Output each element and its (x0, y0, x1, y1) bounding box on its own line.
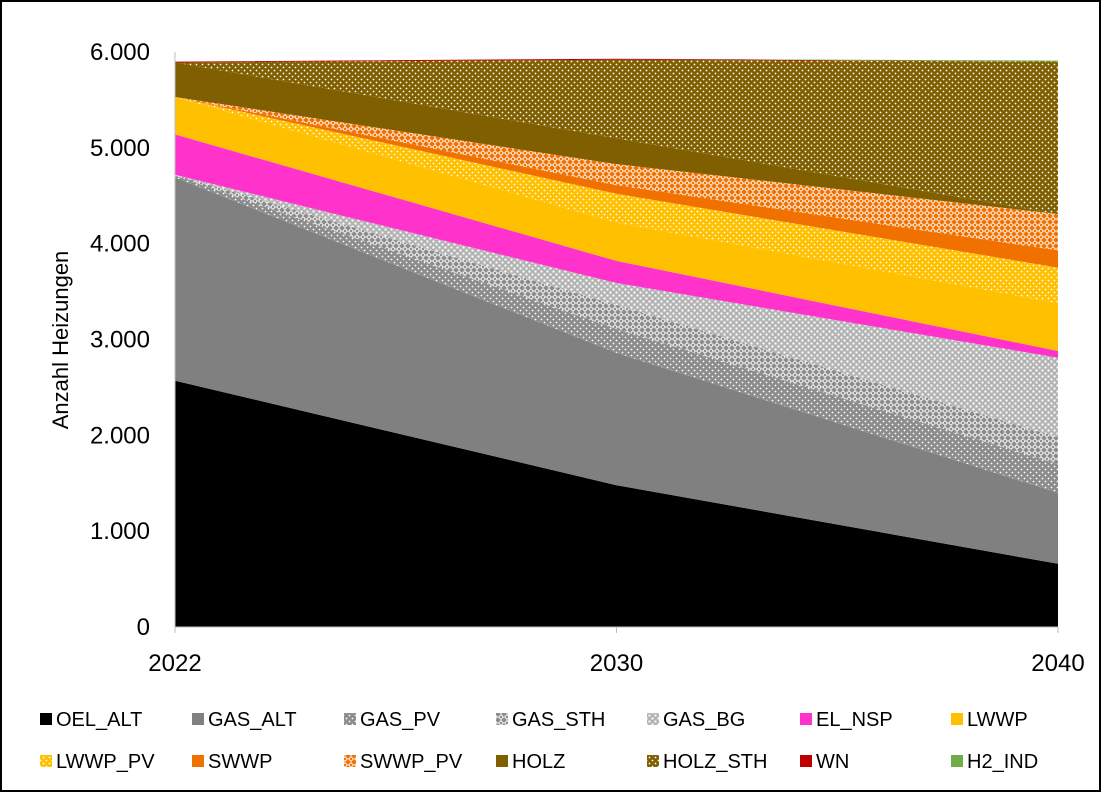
legend-label: GAS_PV (360, 709, 441, 731)
area-oel-alt (175, 380, 1058, 627)
legend-label: OEL_ALT (56, 709, 142, 731)
legend-item-gas-pv: GAS_PV (344, 709, 441, 731)
legend-item-oel-alt: OEL_ALT (40, 709, 142, 731)
y-tick-labels: 0 1.000 2.000 3.000 4.000 5.000 6.000 (90, 39, 150, 641)
y-tick-label: 6.000 (90, 39, 150, 66)
x-tick-label: 2030 (590, 650, 643, 677)
legend-label: SWWP (208, 751, 272, 773)
y-tick-label: 1.000 (90, 518, 150, 545)
legend-swatch (192, 755, 204, 767)
legend-label: GAS_BG (663, 709, 745, 731)
legend-swatch (40, 713, 52, 725)
legend-label: HOLZ_STH (663, 751, 767, 773)
legend-swatch (951, 755, 963, 767)
legend-swatch (192, 713, 204, 725)
legend-swatch (800, 755, 812, 767)
legend-label: HOLZ (512, 751, 565, 773)
area-swwp (175, 97, 1058, 268)
area-h2-ind (175, 58, 1058, 62)
x-tick-label: 2040 (1031, 650, 1084, 677)
legend-item-lwwp: LWWP (951, 709, 1028, 731)
y-tick-label: 4.000 (90, 231, 150, 258)
legend-item-swwp: SWWP (192, 751, 272, 773)
y-tick-label: 2.000 (90, 422, 150, 449)
legend-label: WN (816, 751, 849, 773)
legend-swatch (40, 755, 52, 767)
area-lwwp (175, 97, 1058, 351)
legend-swatch (496, 755, 508, 767)
legend-item-holz-sth: HOLZ_STH (647, 751, 767, 773)
area-gas-pv (175, 175, 1058, 493)
legend-item-h2-ind: H2_IND (951, 751, 1038, 773)
legend-swatch (647, 713, 659, 725)
legend-swatch (647, 755, 659, 767)
area-gas-sth (175, 174, 1058, 465)
legend-item-gas-bg: GAS_BG (647, 709, 745, 731)
x-tick-labels: 2022 2030 2040 (148, 627, 1085, 677)
legend: OEL_ALT GAS_ALT GAS_PV GAS_STH GAS_BG EL_NSP L… (40, 709, 1038, 773)
area-wn (175, 58, 1058, 63)
legend-item-gas-sth: GAS_STH (496, 709, 605, 731)
area-gas-alt (175, 177, 1058, 564)
area-el-nsp (175, 134, 1058, 358)
legend-swatch (496, 713, 508, 725)
legend-item-swwp-pv: SWWP_PV (344, 751, 463, 773)
y-tick-label: 0 (137, 614, 150, 641)
legend-item-holz: HOLZ (496, 751, 565, 773)
area-holz-sth (175, 59, 1058, 215)
area-swwp-pv (175, 97, 1058, 251)
legend-item-gas-alt: GAS_ALT (192, 709, 297, 731)
y-tick-label: 3.000 (90, 327, 150, 354)
area-lwwp-pv (175, 97, 1058, 304)
legend-label: LWWP (967, 709, 1028, 731)
legend-item-lwwp-pv: LWWP_PV (40, 751, 155, 773)
area-layers (175, 58, 1058, 627)
legend-item-el-nsp: EL_NSP (800, 709, 893, 731)
legend-label: SWWP_PV (360, 751, 463, 773)
legend-swatch (800, 713, 812, 725)
legend-label: GAS_ALT (208, 709, 297, 731)
legend-swatch (344, 755, 356, 767)
y-tick-label: 5.000 (90, 135, 150, 162)
legend-label: EL_NSP (816, 709, 893, 731)
y-axis-label: Anzahl Heizungen (48, 251, 73, 430)
legend-label: GAS_STH (512, 709, 605, 731)
legend-label: LWWP_PV (56, 751, 155, 773)
legend-label: H2_IND (967, 751, 1038, 773)
legend-swatch (344, 713, 356, 725)
x-tick-label: 2022 (148, 650, 201, 677)
legend-item-wn: WN (800, 751, 849, 773)
legend-swatch (951, 713, 963, 725)
